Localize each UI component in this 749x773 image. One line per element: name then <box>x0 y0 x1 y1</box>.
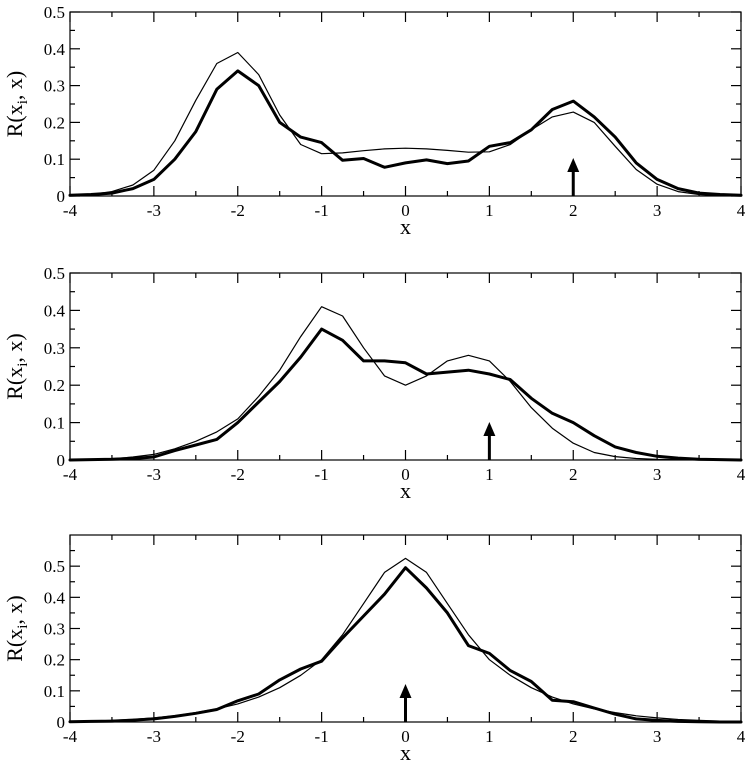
x-tick-label: -4 <box>63 727 78 746</box>
x-tick-label: -2 <box>231 727 245 746</box>
y-tick-label: 0.2 <box>44 376 65 395</box>
chart-panel-2: -4 -3 -2 -1 0 1 2 3 4 0 0.1 0.2 0.3 0.4 0.5 x R(xi, x) <box>2 264 746 503</box>
y-tick-label: 0.5 <box>44 3 65 22</box>
x-tick-label: 0 <box>401 201 410 220</box>
y-tick-label: 0.2 <box>44 113 65 132</box>
x-tick-label: 2 <box>569 727 578 746</box>
xi-arrow-head <box>399 684 412 698</box>
y-tick-label: 0.2 <box>44 651 65 670</box>
x-tick-label: -1 <box>315 201 329 220</box>
series-line-thin <box>69 557 742 723</box>
x-axis-title: x <box>400 214 411 239</box>
x-tick-label: 0 <box>401 727 410 746</box>
series-line-thick <box>68 327 743 462</box>
x-tick-label: 1 <box>485 465 494 484</box>
y-tick-label: 0.4 <box>44 588 66 607</box>
x-axis-title: x <box>400 740 411 765</box>
x-tick-label: 3 <box>653 465 662 484</box>
x-tick-label: -3 <box>147 201 161 220</box>
x-tick-label: -4 <box>63 465 78 484</box>
y-tick-label: 0.5 <box>44 557 65 576</box>
plot-frame <box>69 11 742 197</box>
x-tick-label: -2 <box>231 201 245 220</box>
y-tick-label: 0 <box>57 451 66 470</box>
x-tick-label: -1 <box>315 727 329 746</box>
y-axis-title: R(xi, x) <box>2 333 31 400</box>
x-tick-label: -1 <box>315 465 329 484</box>
x-tick-label: 4 <box>737 201 746 220</box>
y-axis-title: R(xi, x) <box>2 595 31 662</box>
x-tick-label: 0 <box>401 465 410 484</box>
chart-panel-3: -4 -3 -2 -1 0 1 2 3 4 0 0.1 0.2 0.3 0.4 0.5 x R(xi, x) <box>2 534 746 765</box>
xi-arrow-head <box>483 422 496 436</box>
y-tick-label: 0 <box>57 187 66 206</box>
y-tick-label: 0.4 <box>44 301 66 320</box>
y-tick-label: 0.3 <box>44 620 65 639</box>
y-axis-title: R(xi, x) <box>2 71 31 138</box>
xi-arrow-head <box>567 158 580 172</box>
y-tick-label: 0.3 <box>44 339 65 358</box>
x-tick-label: 3 <box>653 727 662 746</box>
series-line-thick <box>68 566 743 724</box>
series-line-thin <box>69 306 742 461</box>
x-tick-label: -2 <box>231 465 245 484</box>
x-tick-label: 4 <box>737 727 746 746</box>
y-tick-label: 0.1 <box>44 414 65 433</box>
x-tick-label: 1 <box>485 727 494 746</box>
x-tick-label: 2 <box>569 465 578 484</box>
x-tick-label: -3 <box>147 465 161 484</box>
y-tick-label: 0.1 <box>44 682 65 701</box>
series-line-thin <box>69 51 742 197</box>
chart-panel-1: -4 -3 -2 -1 0 1 2 3 4 0 0.1 0.2 0.3 0.4 0.5 x R(xi, x) <box>2 3 746 239</box>
series-line-thick <box>68 69 743 197</box>
x-tick-label: -4 <box>63 201 78 220</box>
x-tick-label: 2 <box>569 201 578 220</box>
x-tick-label: 4 <box>737 465 746 484</box>
y-tick-label: 0.4 <box>44 40 66 59</box>
x-tick-label: -3 <box>147 727 161 746</box>
y-tick-label: 0.1 <box>44 150 65 169</box>
y-tick-label: 0 <box>57 713 66 732</box>
plot-frame <box>69 272 742 461</box>
x-tick-label: 3 <box>653 201 662 220</box>
x-axis-title: x <box>400 478 411 503</box>
x-tick-label: 1 <box>485 201 494 220</box>
y-tick-label: 0.5 <box>44 264 65 283</box>
y-tick-label: 0.3 <box>44 77 65 96</box>
